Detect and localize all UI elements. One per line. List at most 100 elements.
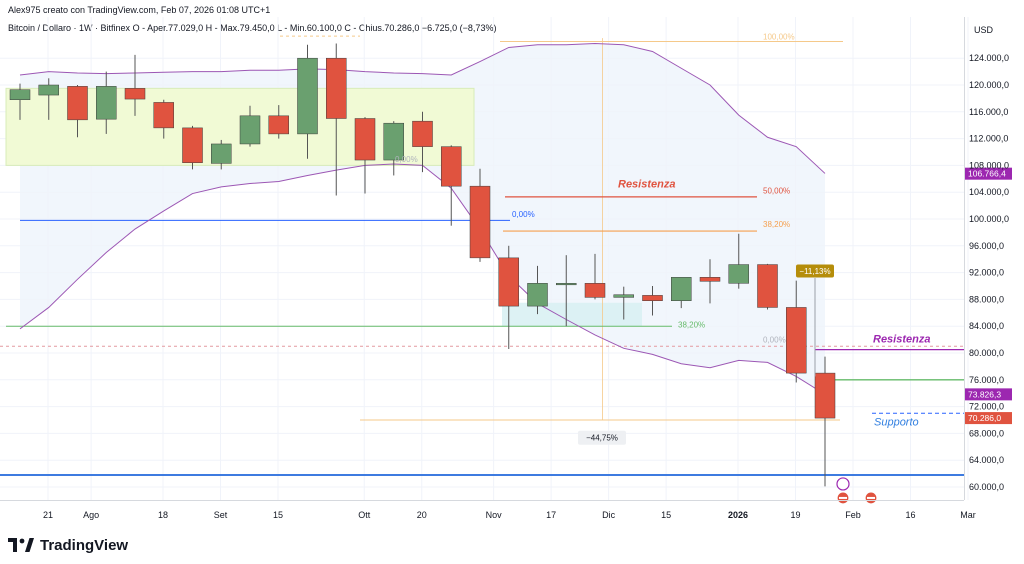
price-tag [965, 412, 1012, 425]
price-tick-label: 84.000,0 [969, 321, 1004, 331]
fib-label-green-382: 38,20% [678, 321, 705, 330]
chart-author-line: Alex975 creato con TradingView.com, Feb … [8, 5, 271, 15]
candle-body [268, 115, 289, 135]
price-tick-label: 68.000,0 [969, 428, 1004, 438]
change-badge [796, 264, 834, 278]
candle-body [326, 57, 347, 119]
time-tick-label: 18 [158, 510, 168, 520]
candle-body [814, 372, 836, 419]
tradingview-logo[interactable]: TradingView [8, 535, 128, 555]
symbol-ohlc-line: Bitcoin / Dollaro · 1W · Bitfinex O - Ap… [8, 23, 496, 33]
resistance-label-lower: Resistenza [873, 333, 930, 345]
candle-body [584, 283, 606, 298]
candle-body [469, 185, 491, 259]
price-tag-label: 106.766,4 [968, 169, 1006, 179]
price-tick-label: 64.000,0 [969, 455, 1004, 465]
time-tick-label: Ago [83, 510, 99, 520]
candle-body [757, 264, 778, 308]
price-tick-label: 88.000,0 [969, 294, 1004, 304]
levels-layer [0, 35, 964, 476]
price-tick-label: 80.000,0 [969, 348, 1004, 358]
change-badge-label: −11,13% [799, 267, 830, 276]
annotations-layer: 100,00% 50,00% 38,20% 0,00% 0,00% 38,20% 0,00%… [395, 32, 1012, 505]
candle-body [786, 307, 807, 374]
tradingview-logo-icon [8, 538, 34, 552]
fib-label-100: 100,00% [763, 32, 795, 41]
bollinger-upper [19, 42, 826, 174]
time-tick-label: 17 [546, 510, 556, 520]
time-tick-label: 21 [43, 510, 53, 520]
candle-body [38, 84, 59, 96]
time-tick-label: 19 [790, 510, 800, 520]
time-tick-label: 16 [905, 510, 915, 520]
time-tick-label: Dic [602, 510, 615, 520]
measure-label: −44,75% [586, 434, 618, 443]
candle-body [67, 86, 88, 121]
price-tick-label: 100.000,0 [969, 214, 1009, 224]
price-tag-label: 73.826,3 [968, 389, 1001, 399]
time-tick-label: Ott [358, 510, 371, 520]
candle-body [124, 88, 146, 100]
price-tick-label: 116.000,0 [969, 107, 1008, 117]
fib-label-zone: 0,00% [395, 155, 418, 164]
time-tick-label: Mar [960, 510, 976, 520]
axes-layer: USD 60.000,0 64.000,0 68.000,0 72.000,0 76.0… [0, 17, 1009, 520]
candle-body [182, 127, 203, 163]
candle-body [9, 89, 31, 100]
fib-label-50: 50,00% [763, 187, 790, 196]
candle-body [297, 57, 318, 135]
fib-label-382: 38,20% [763, 220, 790, 229]
resistance-label-upper: Resistenza [618, 179, 675, 191]
price-tick-label: 92.000,0 [969, 268, 1004, 278]
symbol-label: Bitcoin / Dollaro · 1W · Bitfinex [8, 23, 131, 33]
time-tick-label: 2026 [728, 510, 748, 520]
candle-body [354, 118, 376, 161]
fib-label-blue-0: 0,00% [512, 210, 535, 219]
candle-body [96, 86, 117, 120]
candle-body [441, 146, 462, 187]
ohlc-values: O - Aper.77.029,0 H - Max.79.450,0 L - M… [132, 23, 497, 33]
price-tick-label: 60.000,0 [969, 482, 1004, 492]
candles-layer [9, 43, 836, 487]
event-flash-icon [836, 477, 850, 491]
price-tick-label: 124.000,0 [969, 53, 1009, 63]
candle-body [412, 120, 433, 147]
price-tick-label: 120.000,0 [969, 80, 1009, 90]
price-tag [965, 388, 1012, 401]
currency-label: USD [974, 25, 994, 35]
brand-name: TradingView [40, 536, 129, 554]
price-tag-label: 70.286,0 [968, 413, 1001, 423]
price-tick-label: 108.000,0 [969, 160, 1009, 170]
price-tick-label: 104.000,0 [969, 187, 1009, 197]
time-tick-label: 15 [273, 510, 283, 520]
us-flag-stripe [839, 496, 847, 499]
candle-body [211, 143, 232, 164]
price-tick-label: 96.000,0 [969, 241, 1004, 251]
time-tick-label: 20 [417, 510, 427, 520]
candle-body [613, 294, 634, 298]
candle-body [556, 283, 577, 286]
candle-body [728, 264, 749, 284]
measure-vertical [602, 38, 603, 420]
price-tick-label: 72.000,0 [969, 402, 1004, 412]
candle-body [527, 283, 548, 307]
candle-body [671, 277, 692, 301]
us-flag-stripe [867, 496, 875, 499]
fib-label-0: 0,00% [763, 335, 786, 344]
candle-body [642, 295, 663, 301]
price-tag [965, 167, 1012, 180]
candle-body [498, 257, 519, 307]
candle-body [699, 277, 721, 282]
time-tick-label: Feb [845, 510, 861, 520]
time-tick-label: Nov [486, 510, 503, 520]
price-tick-label: 76.000,0 [969, 375, 1004, 385]
price-tick-label: 112.000,0 [969, 134, 1008, 144]
candle-body [153, 102, 174, 129]
time-tick-label: 15 [661, 510, 671, 520]
measure-box [578, 430, 626, 445]
candle-body [239, 115, 261, 145]
candle-body [383, 122, 404, 161]
support-label: Supporto [874, 416, 919, 428]
time-tick-label: Set [214, 510, 228, 520]
